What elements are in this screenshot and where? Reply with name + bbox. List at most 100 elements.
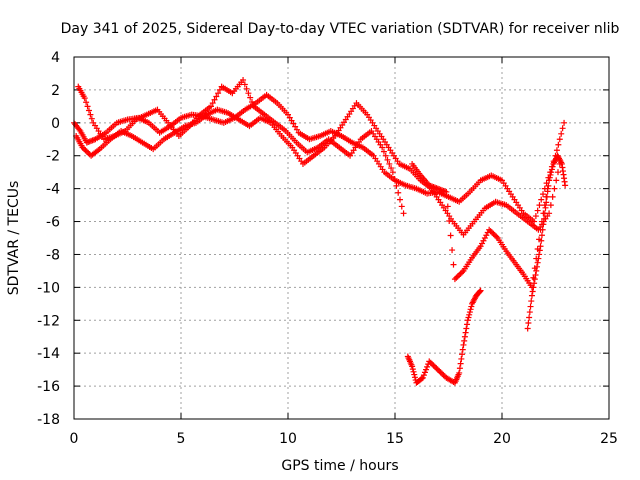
data-point-trace bbox=[459, 269, 466, 276]
data-point-trace bbox=[290, 120, 297, 127]
data-point bbox=[379, 144, 386, 151]
data-point-trace bbox=[533, 263, 540, 270]
data-point-trace bbox=[466, 309, 473, 316]
y-tick-label: -18 bbox=[37, 412, 60, 428]
data-point-trace bbox=[411, 374, 418, 381]
data-point-trace bbox=[388, 165, 395, 172]
data-point-trace bbox=[288, 117, 295, 124]
data-point-trace bbox=[539, 226, 546, 233]
y-tick-label: -10 bbox=[37, 280, 60, 296]
chart-title: Day 341 of 2025, Sidereal Day-to-day VTE… bbox=[61, 21, 620, 37]
data-point-trace bbox=[449, 247, 456, 254]
data-point-trace bbox=[538, 196, 545, 203]
x-tick-label: 15 bbox=[386, 431, 404, 447]
data-point-trace bbox=[531, 276, 538, 283]
data-point-trace bbox=[450, 261, 457, 268]
y-axis-label: SDTVAR / TECUs bbox=[6, 181, 22, 296]
data-point bbox=[477, 287, 484, 294]
data-point-trace bbox=[209, 100, 216, 107]
data-point-trace bbox=[436, 368, 443, 375]
data-point-trace bbox=[525, 320, 532, 327]
data-point-trace bbox=[545, 182, 552, 189]
data-point-trace bbox=[461, 333, 468, 340]
data-point bbox=[531, 218, 538, 225]
data-point bbox=[81, 95, 88, 102]
data-point-trace bbox=[530, 284, 537, 291]
data-point-trace bbox=[461, 337, 468, 344]
series-track-e bbox=[404, 287, 484, 386]
data-point-trace bbox=[490, 230, 497, 237]
data-point-trace bbox=[547, 202, 554, 209]
data-point-trace bbox=[444, 203, 451, 210]
data-point bbox=[533, 267, 540, 274]
data-point-trace bbox=[382, 152, 389, 159]
data-point-trace bbox=[536, 247, 543, 254]
x-tick-label: 25 bbox=[600, 431, 618, 447]
data-point-trace bbox=[87, 111, 94, 118]
data-point-trace bbox=[439, 370, 446, 377]
x-tick-label: 5 bbox=[177, 431, 186, 447]
data-point bbox=[537, 243, 544, 250]
data-point bbox=[546, 177, 553, 184]
data-point-trace bbox=[459, 346, 466, 353]
data-point-trace bbox=[440, 372, 447, 379]
data-point-trace bbox=[409, 366, 416, 373]
data-point-trace bbox=[293, 126, 300, 133]
data-point-trace bbox=[396, 196, 403, 203]
data-point-trace bbox=[529, 288, 536, 295]
x-tick-label: 10 bbox=[279, 431, 297, 447]
data-point-trace bbox=[84, 103, 91, 110]
data-point-trace bbox=[554, 169, 561, 176]
data-point-trace bbox=[543, 199, 550, 206]
data-point-trace bbox=[386, 160, 393, 167]
y-tick-label: 0 bbox=[51, 116, 60, 132]
data-point-trace bbox=[398, 203, 405, 210]
data-point-trace bbox=[437, 369, 444, 376]
data-point-trace bbox=[541, 215, 548, 222]
data-point-trace bbox=[556, 136, 563, 143]
data-point-trace bbox=[391, 176, 398, 183]
data-point bbox=[434, 366, 441, 373]
data-point-trace bbox=[459, 351, 466, 358]
data-point-trace bbox=[395, 189, 402, 196]
data-point-trace bbox=[462, 329, 469, 336]
data-point-trace bbox=[527, 303, 534, 310]
data-point-trace bbox=[553, 147, 560, 154]
data-point-trace bbox=[216, 86, 223, 93]
y-tick-label: -4 bbox=[46, 182, 60, 198]
data-point-trace bbox=[544, 188, 551, 195]
data-point bbox=[561, 119, 568, 126]
series-track-c bbox=[75, 77, 407, 217]
data-point-trace bbox=[292, 123, 299, 130]
data-point bbox=[400, 210, 407, 217]
data-point-trace bbox=[538, 237, 545, 244]
data-point-trace bbox=[534, 259, 541, 266]
data-point-trace bbox=[430, 362, 437, 369]
y-tick-label: -14 bbox=[37, 346, 60, 362]
y-tick-label: -6 bbox=[46, 215, 60, 231]
data-point-trace bbox=[429, 361, 436, 368]
data-point-trace bbox=[420, 372, 427, 379]
data-point-trace bbox=[541, 202, 548, 209]
data-point-trace bbox=[528, 298, 535, 305]
data-point-trace bbox=[531, 280, 538, 287]
data-point-trace bbox=[491, 232, 498, 239]
data-point-trace bbox=[245, 90, 252, 97]
data-point bbox=[285, 111, 291, 118]
data-point-trace bbox=[549, 163, 556, 170]
data-point-trace bbox=[476, 288, 483, 295]
data-point-trace bbox=[85, 107, 92, 114]
data-point-trace bbox=[559, 125, 566, 132]
x-tick-label: 0 bbox=[70, 431, 79, 447]
data-point-trace bbox=[551, 185, 558, 192]
data-point bbox=[562, 182, 569, 189]
data-point-trace bbox=[458, 355, 465, 362]
data-point bbox=[426, 358, 433, 365]
data-point bbox=[460, 341, 467, 348]
y-tick-label: 4 bbox=[51, 50, 60, 66]
data-point-trace bbox=[481, 235, 488, 241]
data-point-trace bbox=[526, 314, 533, 321]
data-point-trace bbox=[558, 130, 565, 137]
data-point-trace bbox=[380, 148, 387, 155]
